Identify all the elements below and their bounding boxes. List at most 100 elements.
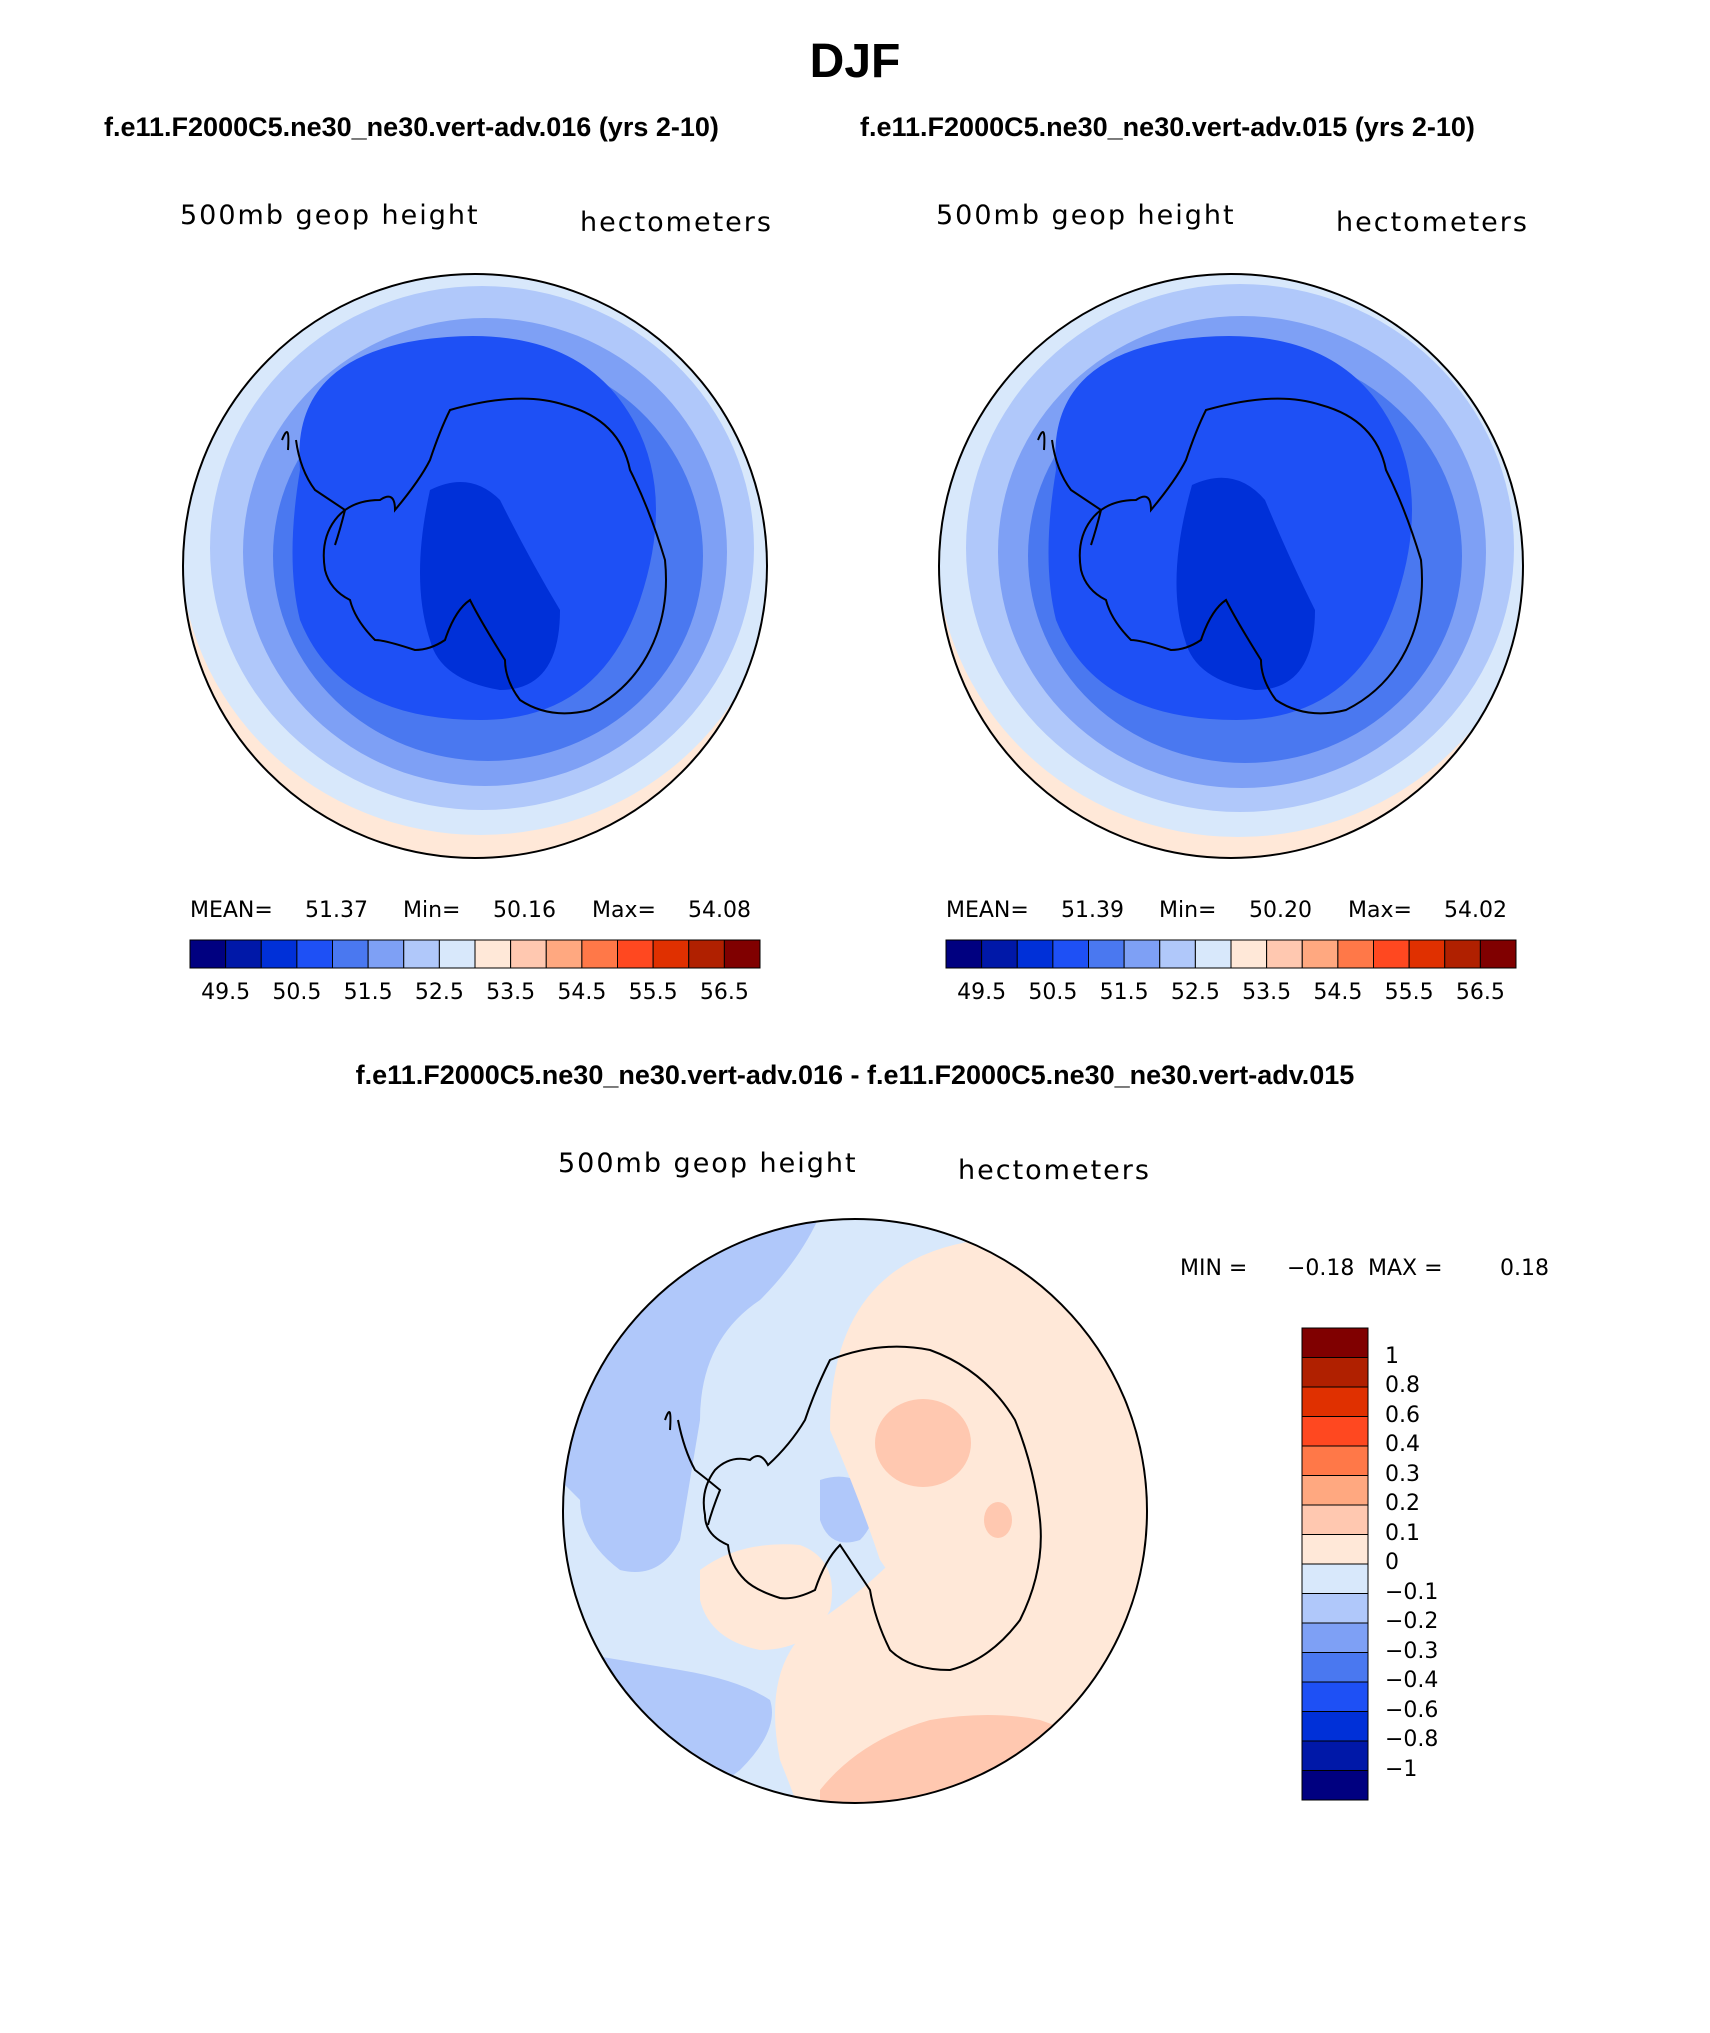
panel-1-colorbar-label: 53.5 <box>486 980 536 1005</box>
difference-max-label: MAX = <box>1368 1256 1443 1281</box>
difference-colorbar-label: 0.6 <box>1385 1402 1420 1428</box>
panel-1-colorbar-swatch <box>581 939 618 969</box>
panel-1-colorbar-swatch <box>474 939 512 969</box>
panel-2-min-label: Min= <box>1159 898 1217 923</box>
difference-colorbar-swatch <box>1301 1534 1369 1565</box>
figure-title: DJF <box>809 35 901 88</box>
difference-colorbar-swatch <box>1301 1711 1369 1742</box>
difference-colorbar-swatch <box>1301 1504 1369 1535</box>
panel-1-variable: 500mb geop height <box>180 200 480 231</box>
difference-title: f.e11.F2000C5.ne30_ne30.vert-adv.016 - f… <box>355 1060 1355 1090</box>
difference-min-value: −0.18 <box>1287 1256 1355 1281</box>
difference-colorbar-swatch <box>1301 1357 1369 1388</box>
difference-colorbar-label: −0.1 <box>1385 1579 1439 1605</box>
panel-1-colorbar-label: 52.5 <box>414 980 464 1005</box>
panel-2-colorbar-label: 52.5 <box>1170 980 1220 1005</box>
difference-colorbar-swatch <box>1301 1770 1369 1801</box>
difference-colorbar-swatch <box>1301 1445 1369 1476</box>
panel-1-colorbar-label: 55.5 <box>628 980 678 1005</box>
panel-1-min-value: 50.16 <box>493 898 556 923</box>
difference-max-value: 0.18 <box>1500 1256 1549 1281</box>
panel-1-colorbar-swatch <box>438 939 476 969</box>
difference-colorbar-swatch <box>1301 1681 1369 1712</box>
panel-2-colorbar-label: 50.5 <box>1028 980 1078 1005</box>
panel-2-case-title: f.e11.F2000C5.ne30_ne30.vert-adv.015 (yr… <box>860 112 1475 142</box>
panel-1-units: hectometers <box>580 207 773 238</box>
panel-1-colorbar-label: 54.5 <box>557 980 607 1005</box>
panel-2-colorbar-label: 51.5 <box>1099 980 1149 1005</box>
panel-2-variable: 500mb geop height <box>936 200 1236 231</box>
difference-variable: 500mb geop height <box>558 1148 858 1179</box>
panel-2-colorbar <box>945 939 1517 969</box>
panel-1-colorbar-swatch <box>510 939 547 969</box>
panel-2-colorbar-swatch <box>981 939 1018 969</box>
panel-2-colorbar-label: 49.5 <box>957 980 1007 1005</box>
difference-colorbar-label: −0.4 <box>1385 1668 1439 1693</box>
panel-2-colorbar-swatch <box>945 939 983 969</box>
panel-2-mean-label: MEAN= <box>946 898 1029 923</box>
panel-1-colorbar-swatch <box>296 939 333 969</box>
panel-1-min-label: Min= <box>403 898 461 923</box>
panel-1-colorbar-label: 49.5 <box>201 980 251 1005</box>
panel-2-units: hectometers <box>1336 207 1529 238</box>
difference-colorbar-label: 0.2 <box>1385 1491 1420 1516</box>
difference-colorbar-swatch <box>1301 1475 1369 1506</box>
panel-2-colorbar-label: 56.5 <box>1455 980 1505 1005</box>
panel-1-colorbar-swatch <box>545 939 583 969</box>
panel-1-colorbar-swatch <box>225 939 262 969</box>
panel-2-colorbar-swatch <box>1444 939 1481 969</box>
difference-colorbar-label: 0.1 <box>1385 1520 1420 1546</box>
panel-2-colorbar-swatch <box>1408 939 1446 969</box>
difference-colorbar-label: −0.3 <box>1385 1638 1439 1664</box>
difference-colorbar-swatch <box>1301 1740 1369 1771</box>
panel-1-mean-value: 51.37 <box>305 898 368 923</box>
panel-1-max-label: Max= <box>592 898 656 923</box>
panel-1-colorbar-swatch <box>688 939 725 969</box>
difference-colorbar-label: −0.8 <box>1385 1727 1439 1752</box>
difference-min-label: MIN = <box>1180 1256 1248 1281</box>
panel-1-colorbar-label: 56.5 <box>699 980 749 1005</box>
panel-1-colorbar-label: 51.5 <box>343 980 393 1005</box>
panel-2-colorbar-labels: 49.5 50.5 51.5 52.5 53.5 54.5 55.5 56.5 <box>946 980 1516 1010</box>
panel-2-colorbar-swatch <box>1123 939 1161 969</box>
panel-2-min-value: 50.20 <box>1249 898 1312 923</box>
panel-1-colorbar-swatch <box>723 939 761 969</box>
panel-2-mean-value: 51.39 <box>1061 898 1124 923</box>
difference-colorbar-label: −0.6 <box>1385 1697 1439 1723</box>
difference-colorbar-label: 1 <box>1385 1343 1399 1369</box>
panel-2-colorbar-swatch <box>1194 939 1232 969</box>
difference-colorbar-label: 0.8 <box>1385 1373 1420 1398</box>
panel-1-mean-label: MEAN= <box>190 898 273 923</box>
panel-1-colorbar-swatch <box>617 939 654 969</box>
difference-colorbar-labels: 1 0.8 0.6 0.4 0.3 0.2 0.1 0 −0.1 −0.2 −0.3 −0.4 −0.6… <box>1385 1328 1505 1808</box>
panel-2-colorbar-swatch <box>1159 939 1196 969</box>
panel-1-colorbar-swatch <box>403 939 440 969</box>
difference-colorbar-label: 0.3 <box>1385 1461 1420 1487</box>
panel-1-colorbar-label: 50.5 <box>272 980 322 1005</box>
difference-colorbar-swatch <box>1301 1386 1369 1417</box>
difference-units: hectometers <box>958 1155 1151 1186</box>
panel-1-colorbar-swatch <box>367 939 405 969</box>
panel-2-max-label: Max= <box>1348 898 1412 923</box>
panel-2-colorbar-label: 53.5 <box>1242 980 1292 1005</box>
panel-2-max-value: 54.02 <box>1444 898 1507 923</box>
difference-colorbar-label: 0.4 <box>1385 1432 1420 1457</box>
difference-colorbar-swatch <box>1301 1593 1369 1624</box>
difference-colorbar-swatch <box>1301 1416 1369 1447</box>
panel-2-colorbar-swatch <box>1230 939 1268 969</box>
panel-1-colorbar <box>189 939 761 969</box>
difference-colorbar-swatch <box>1301 1563 1369 1594</box>
panel-2-colorbar-swatch <box>1479 939 1517 969</box>
panel-2-colorbar-swatch <box>1266 939 1303 969</box>
panel-1-max-value: 54.08 <box>688 898 751 923</box>
panel-2-colorbar-label: 55.5 <box>1384 980 1434 1005</box>
difference-colorbar-label: −0.2 <box>1385 1609 1439 1634</box>
panel-1-case-title: f.e11.F2000C5.ne30_ne30.vert-adv.016 (yr… <box>104 112 719 142</box>
difference-colorbar-swatch <box>1301 1327 1369 1358</box>
panel-1-colorbar-swatch <box>260 939 298 969</box>
difference-colorbar-swatch <box>1301 1622 1369 1653</box>
panel-1-colorbar-swatch <box>652 939 690 969</box>
